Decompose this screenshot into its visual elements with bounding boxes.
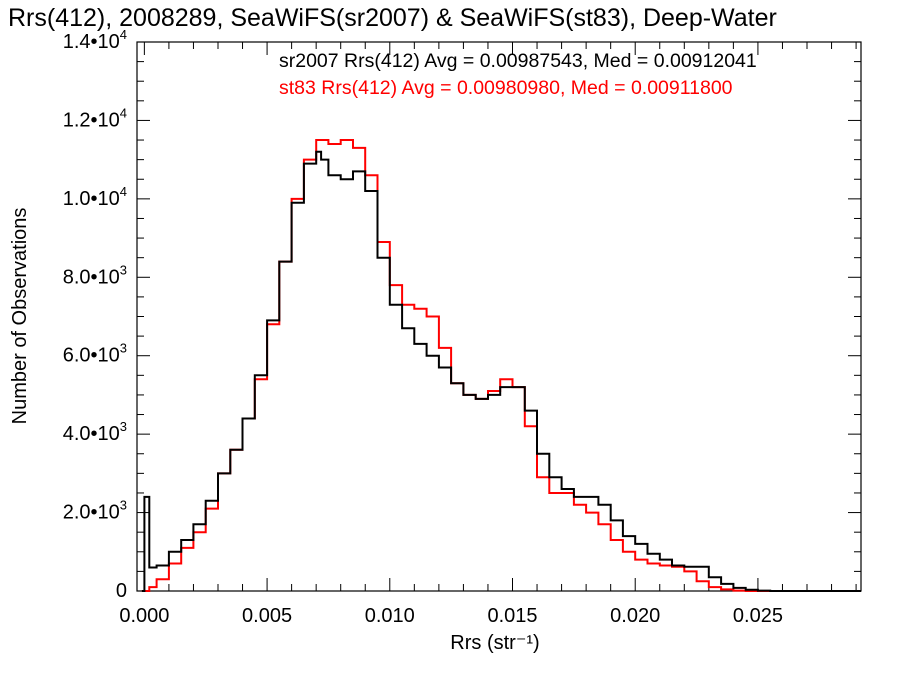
y-tick-label: 8.0•103 <box>63 262 127 288</box>
x-axis-title: Rrs (str⁻¹) <box>450 632 539 654</box>
plot-frame <box>136 41 862 592</box>
y-tick-label: 4.0•103 <box>63 419 127 445</box>
legend-entry-sr2007: sr2007 Rrs(412) Avg = 0.00987543, Med = … <box>279 50 757 72</box>
y-axis-title: Number of Observations <box>9 208 31 425</box>
x-tick-label: 0.025 <box>733 605 783 627</box>
y-tick-label: 1.4•104 <box>63 27 127 53</box>
x-axis: 0.000 0.005 0.010 0.015 0.020 0.025 <box>119 42 857 627</box>
x-tick-label: 0.015 <box>487 605 537 627</box>
x-tick-label: 0.005 <box>242 605 292 627</box>
x-tick-label: 0.020 <box>610 605 660 627</box>
y-tick-label: 1.0•104 <box>63 184 127 210</box>
x-tick-label: 0.000 <box>119 605 169 627</box>
series-line-st83 <box>141 139 861 592</box>
y-tick-label: 2.0•103 <box>63 498 127 524</box>
legend-entry-st83: st83 Rrs(412) Avg = 0.00980980, Med = 0.… <box>279 77 733 99</box>
y-axis: 0 2.0•103 4.0•103 6.0•103 8.0•103 1.0•104 1.2•… <box>63 27 861 602</box>
y-tick-label: 1.2•104 <box>63 105 127 131</box>
y-tick-label: 0 <box>116 580 127 602</box>
x-tick-label: 0.010 <box>365 605 415 627</box>
chart-title: Rrs(412), 2008289, SeaWiFS(sr2007) & Sea… <box>8 4 777 32</box>
series-layer <box>141 139 861 592</box>
y-tick-label: 6.0•103 <box>63 341 127 367</box>
series-line-sr2007 <box>141 150 861 592</box>
